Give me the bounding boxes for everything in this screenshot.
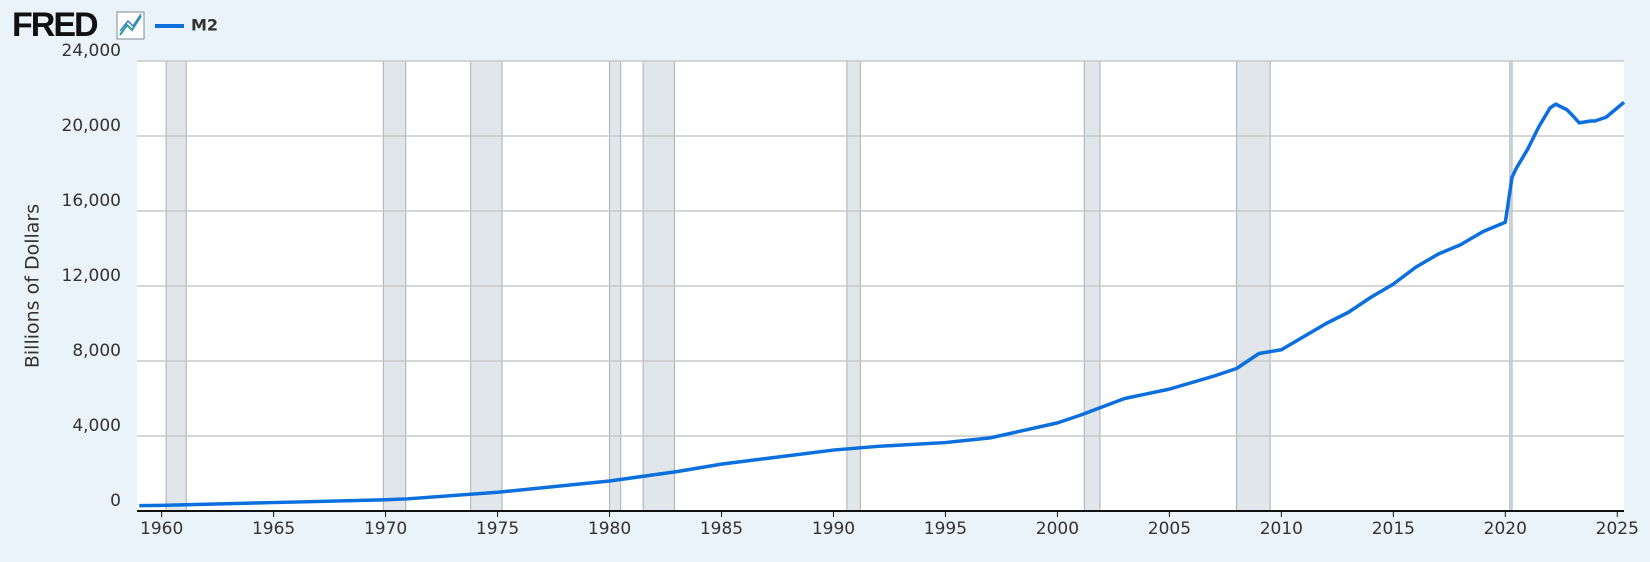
x-tick-label: 1980 <box>588 519 631 539</box>
x-tick-label: 2010 <box>1260 519 1303 539</box>
x-tick-label: 2005 <box>1148 519 1191 539</box>
x-tick-label: 2020 <box>1484 519 1527 539</box>
x-tick-label: 1975 <box>476 519 519 539</box>
x-tick-label: 1990 <box>812 519 855 539</box>
y-tick-label: 16,000 <box>62 191 121 211</box>
y-axis-label: Billions of Dollars <box>22 204 44 368</box>
x-tick-label: 1960 <box>140 519 183 539</box>
y-tick-label: 0 <box>110 491 121 511</box>
y-tick-label: 8,000 <box>72 341 121 361</box>
x-tick-label: 2000 <box>1036 519 1079 539</box>
x-tick-label: 1995 <box>924 519 967 539</box>
x-tick-label: 2025 <box>1596 519 1639 539</box>
x-tick-label: 1985 <box>700 519 743 539</box>
y-tick-label: 4,000 <box>72 416 121 436</box>
logo-icon <box>116 11 145 40</box>
y-tick-label: 12,000 <box>62 266 121 286</box>
x-tick-label: 1970 <box>364 519 407 539</box>
logo: FRED <box>12 6 98 44</box>
y-tick-label: 20,000 <box>62 116 121 136</box>
legend-label: M2 <box>191 16 218 35</box>
x-tick-label: 1965 <box>252 519 295 539</box>
y-tick-label: 24,000 <box>62 41 121 61</box>
data-line <box>139 100 1626 508</box>
x-tick-label: 2015 <box>1372 519 1415 539</box>
